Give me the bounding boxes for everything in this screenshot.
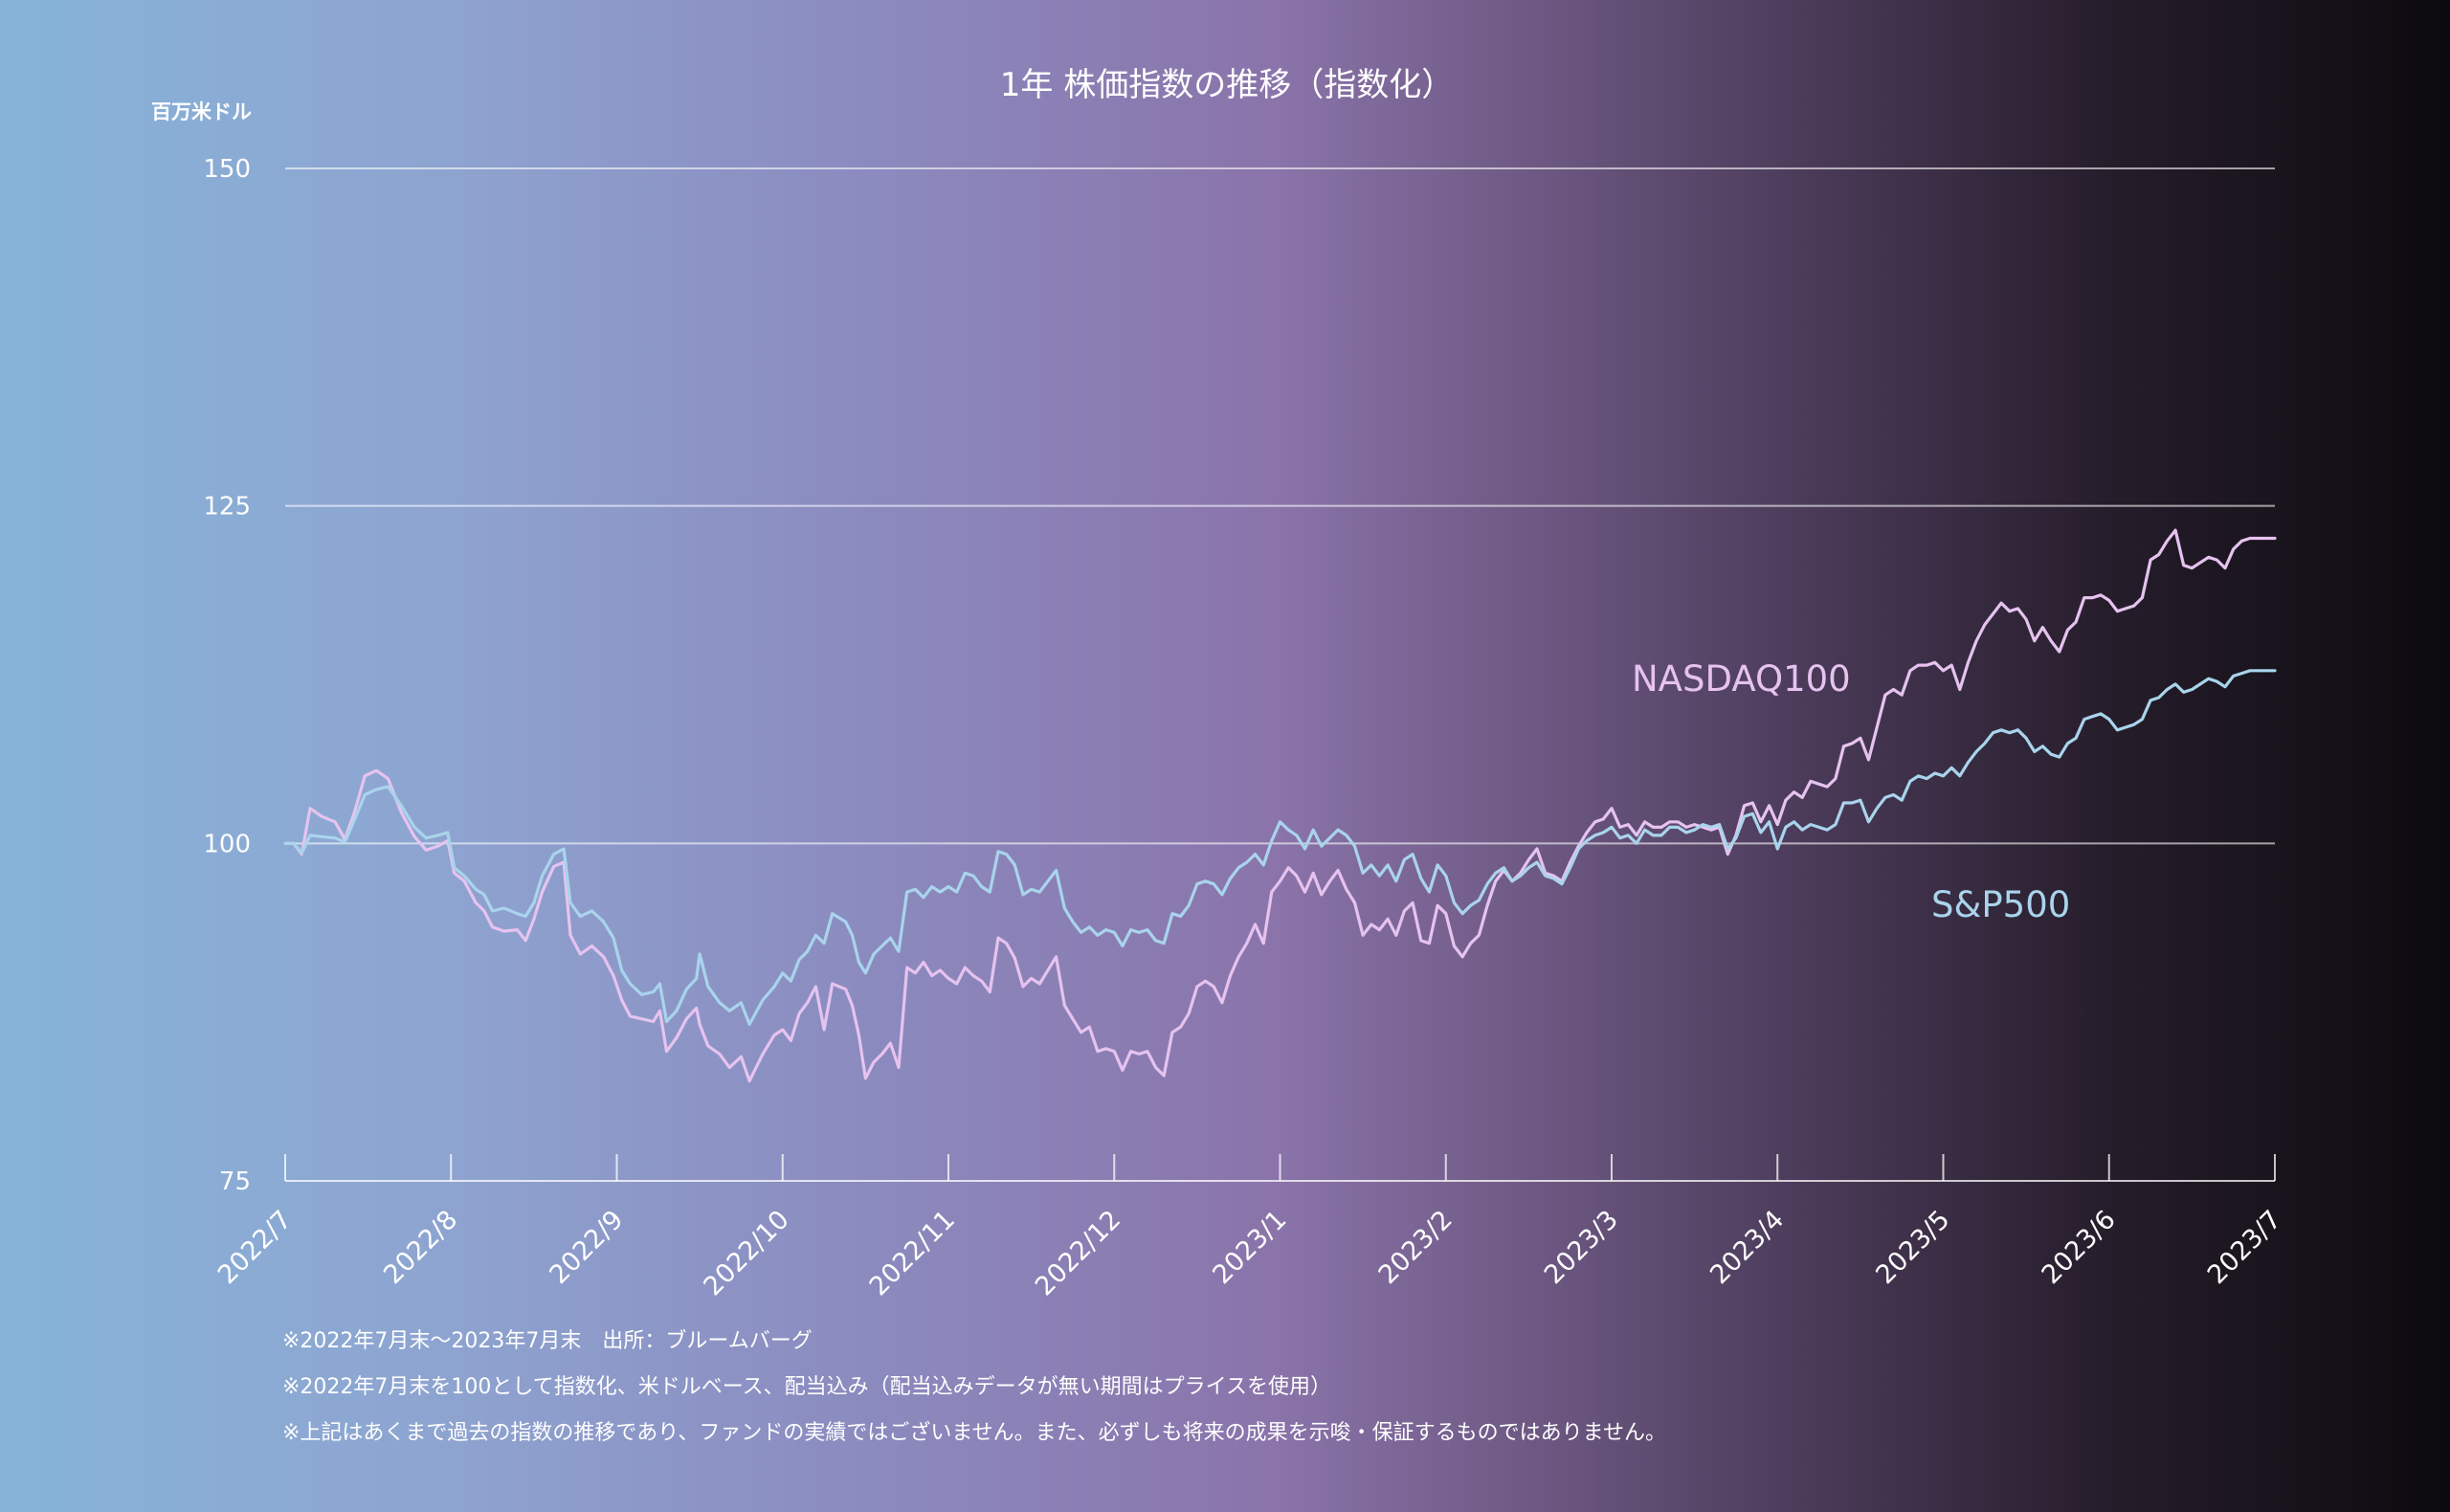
series-line-sp500 [283,669,2277,1027]
x-tick-label: 2023/5 [1870,1205,1955,1290]
y-tick-label: 100 [203,830,251,858]
x-tick-label: 2022/7 [212,1205,298,1290]
y-axis: 75 100 125 150 [203,155,251,1196]
x-tick-label: 2022/11 [864,1205,961,1301]
footnote-disclaimer: ※上記はあくまで過去の指数の推移であり、ファンドの実績ではございません。また、必… [282,1421,1667,1445]
x-tick-label: 2023/1 [1207,1205,1292,1290]
x-tick-label: 2022/9 [544,1205,629,1290]
y-tick-label: 75 [219,1167,251,1196]
y-tick-label: 150 [203,155,251,184]
x-tick-label: 2023/4 [1704,1205,1790,1290]
series-label-sp500: S&P500 [1931,884,2070,925]
x-axis: 2022/7 2022/8 2022/9 2022/10 2022/11 2022/12 2… [212,1154,2287,1301]
x-tick-label: 2023/2 [1373,1205,1459,1290]
y-axis-label: 百万米ドル [151,100,252,123]
x-tick-label: 2022/10 [698,1205,794,1301]
x-tick-label: 2023/6 [2037,1205,2122,1290]
footnotes: ※2022年7月末〜2023年7月末 出所：ブルームバーグ ※2022年7月末を… [282,1319,1666,1456]
x-tick-label: 2022/8 [378,1205,463,1290]
footnote-source: ※2022年7月末〜2023年7月末 出所：ブルームバーグ [282,1329,813,1353]
chart-title: 1年 株価指数の推移（指数化） [1000,66,1454,104]
series-line-nasdaq100 [283,528,2277,1083]
gridlines [285,167,2275,845]
footnote-method: ※2022年7月末を100として指数化、米ドルベース、配当込み（配当込みデータが… [282,1375,1331,1399]
y-tick-label: 125 [203,493,251,522]
series-layer [283,528,2277,1083]
x-tick-label: 2023/3 [1539,1205,1624,1290]
x-tick-label: 2023/7 [2202,1205,2287,1290]
series-label-nasdaq100: NASDAQ100 [1632,658,1851,700]
x-tick-label: 2022/12 [1030,1205,1126,1301]
